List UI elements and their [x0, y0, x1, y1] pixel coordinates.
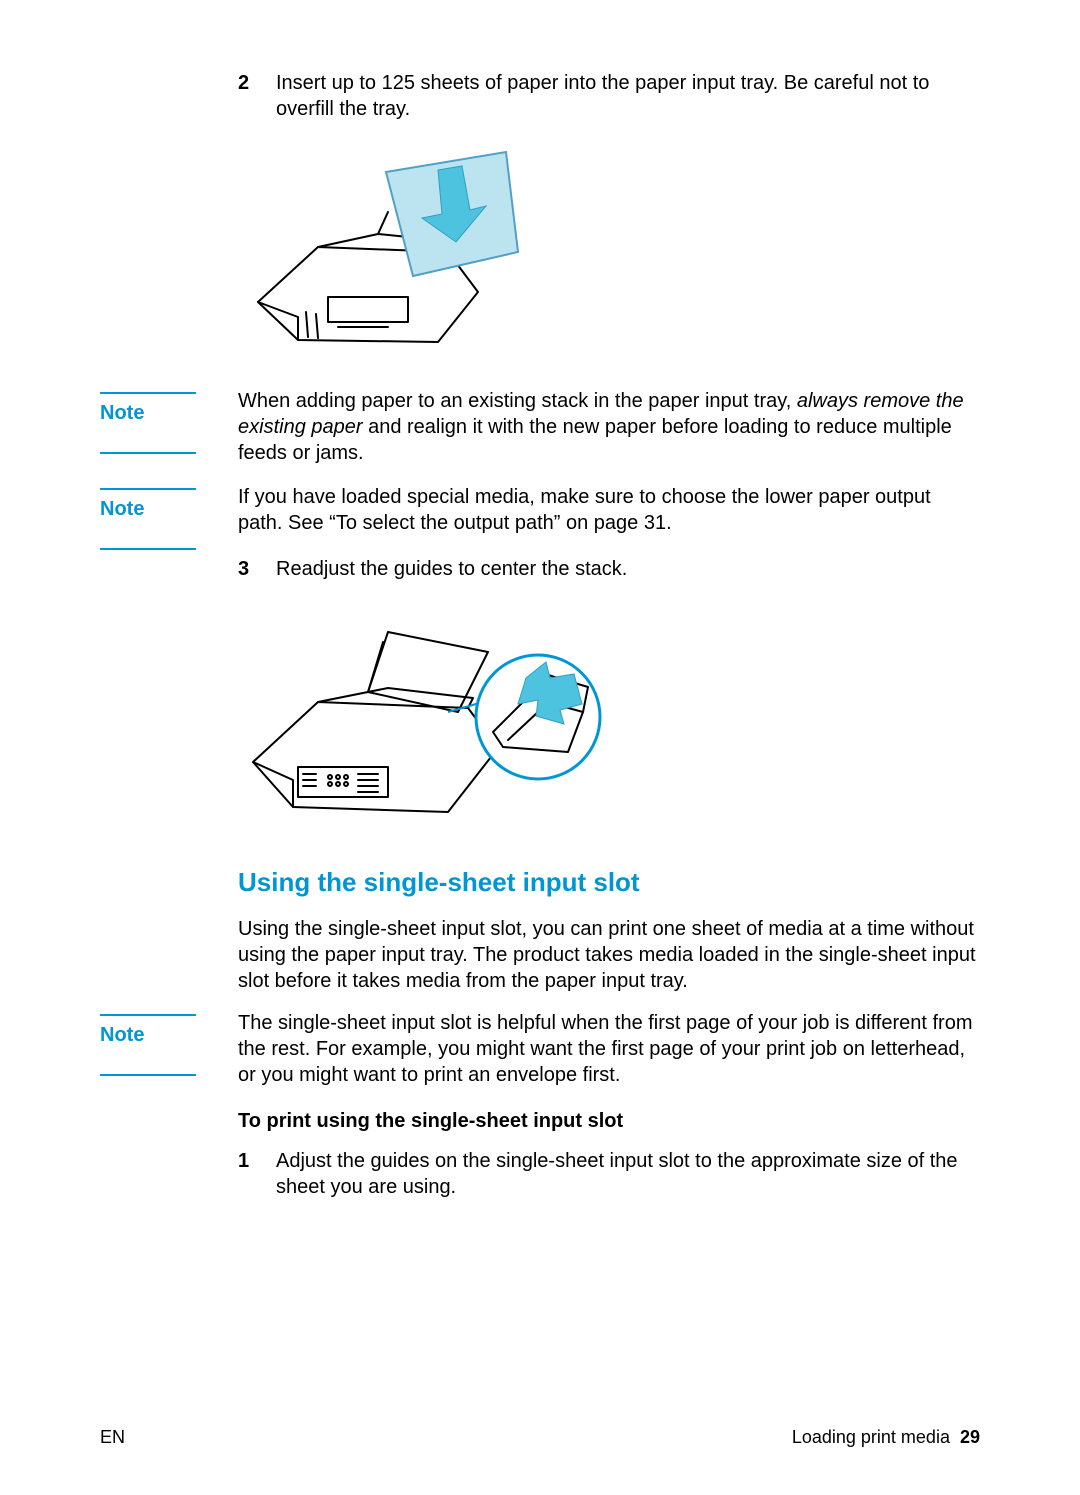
step-2: 2 Insert up to 125 sheets of paper into … — [238, 70, 980, 122]
footer-right: Loading print media 29 — [792, 1426, 980, 1449]
heading-single-sheet: Using the single-sheet input slot — [238, 866, 980, 900]
note-3: Note The single-sheet input slot is help… — [238, 1010, 980, 1088]
step-number: 3 — [238, 556, 276, 582]
note-label: Note — [100, 488, 200, 550]
step-text: Insert up to 125 sheets of paper into th… — [276, 70, 980, 122]
step-text: Adjust the guides on the single-sheet in… — [276, 1148, 980, 1200]
intro-paragraph: Using the single-sheet input slot, you c… — [238, 916, 980, 994]
figure-readjust-guides — [238, 602, 980, 836]
footer-section: Loading print media — [792, 1427, 950, 1447]
note-2: Note If you have loaded special media, m… — [238, 484, 980, 536]
note-1: Note When adding paper to an existing st… — [238, 388, 980, 466]
step-number: 2 — [238, 70, 276, 122]
figure-insert-paper — [238, 142, 980, 360]
subheading-print-single-sheet: To print using the single-sheet input sl… — [238, 1108, 980, 1134]
footer-left: EN — [100, 1426, 125, 1449]
note-text: If you have loaded special media, make s… — [238, 484, 980, 536]
note-label: Note — [100, 1014, 200, 1076]
note-text-before: When adding paper to an existing stack i… — [238, 390, 797, 412]
note-text: The single-sheet input slot is helpful w… — [238, 1010, 980, 1088]
page-footer: EN Loading print media 29 — [100, 1426, 980, 1449]
step-number: 1 — [238, 1148, 276, 1200]
step-text: Readjust the guides to center the stack. — [276, 556, 980, 582]
footer-page-number: 29 — [960, 1427, 980, 1447]
note-text: When adding paper to an existing stack i… — [238, 388, 980, 466]
step-3: 3 Readjust the guides to center the stac… — [238, 556, 980, 582]
note-label: Note — [100, 392, 200, 454]
step-1-bottom: 1 Adjust the guides on the single-sheet … — [238, 1148, 980, 1200]
